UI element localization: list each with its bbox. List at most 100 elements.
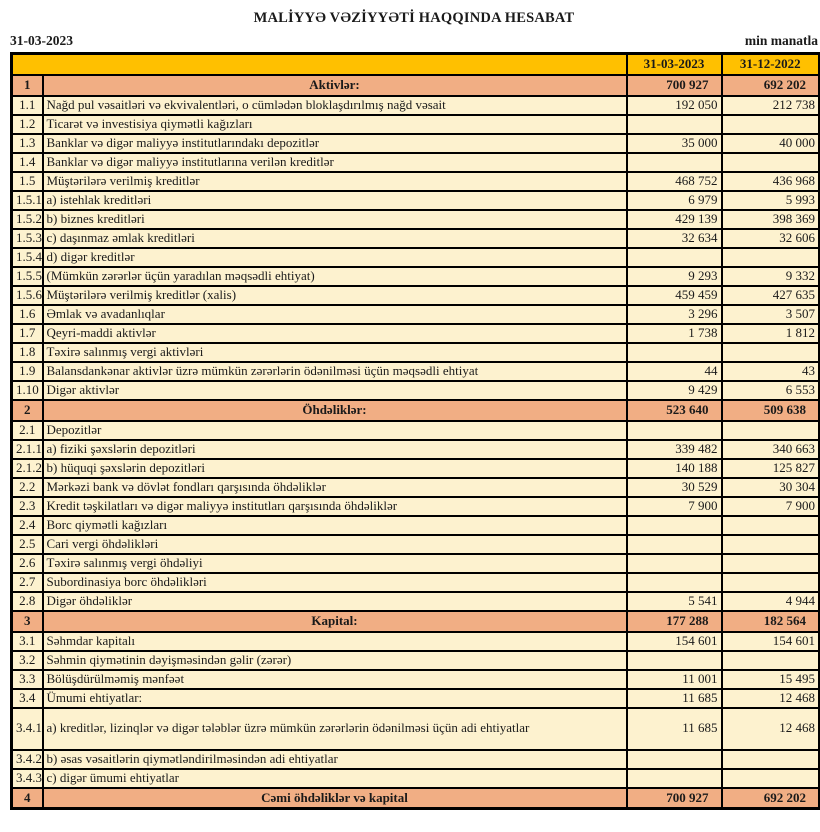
row-value-previous: 1 812	[720, 322, 820, 344]
row-number: 1.6	[10, 303, 44, 325]
row-label: Qeyri-maddi aktivlər	[41, 322, 628, 344]
row-value-previous	[720, 113, 820, 135]
row-number: 3.3	[10, 668, 44, 690]
row-value-current: 700 927	[625, 786, 723, 810]
row-value-previous	[720, 649, 820, 671]
row-number: 1.5.6	[10, 284, 44, 306]
row-number: 1.4	[10, 151, 44, 173]
row-value-current: 5 541	[625, 590, 723, 612]
row-number: 3.4.3	[10, 767, 44, 789]
row-label: Aktivlər:	[41, 73, 628, 97]
row-value-previous	[720, 552, 820, 574]
financial-report-page: MALİYYƏ VƏZİYYƏTİ HAQQINDA HESABAT 31-03…	[10, 10, 820, 810]
row-value-previous: 509 638	[720, 398, 820, 422]
row-number: 2.7	[10, 571, 44, 593]
table-row: 2.7 Subordinasiya borc öhdəlikləri	[10, 571, 820, 593]
table-row: 1.5.2 b) biznes kreditləri 429 139 398 369	[10, 208, 820, 230]
table-row: 3.4.2 b) əsas vəsaitlərin qiymətləndirilm…	[10, 748, 820, 770]
row-value-current	[625, 419, 723, 441]
row-value-current: 7 900	[625, 495, 723, 517]
table-row: 1.8 Təxirə salınmış vergi aktivləri	[10, 341, 820, 363]
row-value-current: 429 139	[625, 208, 723, 230]
row-value-previous	[720, 514, 820, 536]
row-number: 1.5.4	[10, 246, 44, 268]
row-label: b) hüquqi şəxslərin depozitləri	[41, 457, 628, 479]
row-label: Banklar və digər maliyyə institutlarına …	[41, 151, 628, 173]
row-value-previous: 3 507	[720, 303, 820, 325]
row-value-previous: 15 495	[720, 668, 820, 690]
row-value-current: 44	[625, 360, 723, 382]
row-number: 2.6	[10, 552, 44, 574]
row-value-current	[625, 151, 723, 173]
row-number: 4	[10, 786, 44, 810]
row-value-current: 177 288	[625, 609, 723, 633]
row-number: 1.7	[10, 322, 44, 344]
row-label: a) fiziki şəxslərin depozitləri	[41, 438, 628, 460]
row-number: 3.4.1	[10, 706, 44, 751]
row-label: Cəmi öhdəliklər və kapital	[41, 786, 628, 810]
row-label: c) daşınmaz əmlak kreditləri	[41, 227, 628, 249]
table-row: 3.1 Səhmdar kapitalı 154 601 154 601	[10, 630, 820, 652]
row-value-previous: 32 606	[720, 227, 820, 249]
table-body: 1 Aktivlər: 700 927 692 202 1.1 Nağd pul vəsa…	[10, 73, 820, 810]
row-value-previous	[720, 151, 820, 173]
row-value-current	[625, 571, 723, 593]
table-row: 3.2 Səhmin qiymətinin dəyişməsindən gəlir…	[10, 649, 820, 671]
row-label: d) digər kreditlər	[41, 246, 628, 268]
table-row: 3.4.3 c) digər ümumi ehtiyatlar	[10, 767, 820, 789]
row-label: Kapital:	[41, 609, 628, 633]
row-number: 3.4.2	[10, 748, 44, 770]
row-value-current: 1 738	[625, 322, 723, 344]
table-row: 4 Cəmi öhdəliklər və kapital 700 927 692 20…	[10, 786, 820, 810]
table-row: 1 Aktivlər: 700 927 692 202	[10, 73, 820, 97]
table-row: 2.1 Depozitlər	[10, 419, 820, 441]
table-row: 1.5.4 d) digər kreditlər	[10, 246, 820, 268]
report-title: MALİYYƏ VƏZİYYƏTİ HAQQINDA HESABAT	[253, 10, 575, 26]
row-label: Səhmdar kapitalı	[41, 630, 628, 652]
row-value-previous: 692 202	[720, 73, 820, 97]
row-label: Təxirə salınmış vergi öhdəliyi	[41, 552, 628, 574]
row-value-current: 11 001	[625, 668, 723, 690]
row-number: 1.10	[10, 379, 44, 401]
row-label: a) kreditlər, lizinqlər və digər tələblə…	[41, 706, 628, 751]
row-value-previous: 436 968	[720, 170, 820, 192]
row-value-current	[625, 341, 723, 363]
table-row: 2.3 Kredit təşkilatları və digər maliyyə …	[10, 495, 820, 517]
table-header-row: 31-03-2023 31-12-2022	[10, 52, 820, 76]
row-label: (Mümkün zərərlər üçün yaradılan məqsədli…	[41, 265, 628, 287]
row-label: Ümumi ehtiyatlar:	[41, 687, 628, 709]
table-row: 1.6 Əmlak və avadanlıqlar 3 296 3 507	[10, 303, 820, 325]
row-number: 1.5.3	[10, 227, 44, 249]
table-row: 3.4.1 a) kreditlər, lizinqlər və digər tə…	[10, 706, 820, 751]
table-row: 1.3 Banklar və digər maliyyə institutları…	[10, 132, 820, 154]
row-value-previous	[720, 767, 820, 789]
row-value-current: 9 293	[625, 265, 723, 287]
row-number: 2.8	[10, 590, 44, 612]
row-number: 2.4	[10, 514, 44, 536]
row-number: 3.2	[10, 649, 44, 671]
row-number: 1.8	[10, 341, 44, 363]
table-row: 3.3 Bölüşdürülməmiş mənfəət 11 001 15 495	[10, 668, 820, 690]
table-row: 1.9 Balansdankənar aktivlər üzrə mümkün z…	[10, 360, 820, 382]
row-number: 2.1.1	[10, 438, 44, 460]
row-number: 3.4	[10, 687, 44, 709]
row-value-previous: 154 601	[720, 630, 820, 652]
row-value-previous: 12 468	[720, 706, 820, 751]
row-value-current: 192 050	[625, 94, 723, 116]
table-row: 1.2 Ticarət və investisiya qiymətli kağız…	[10, 113, 820, 135]
row-number: 1	[10, 73, 44, 97]
row-value-current	[625, 552, 723, 574]
financial-position-table: 31-03-2023 31-12-2022 1 Aktivlər: 700 927 6…	[10, 52, 820, 810]
table-row: 1.5.6 Müştərilərə verilmiş kreditlər (xal…	[10, 284, 820, 306]
row-label: Digər öhdəliklər	[41, 590, 628, 612]
row-value-previous	[720, 246, 820, 268]
row-value-current	[625, 113, 723, 135]
row-value-previous	[720, 533, 820, 555]
row-value-current: 339 482	[625, 438, 723, 460]
row-label: Nağd pul vəsaitləri və ekvivalentləri, o…	[41, 94, 628, 116]
row-number: 1.1	[10, 94, 44, 116]
table-row: 1.5.5 (Mümkün zərərlər üçün yaradılan məq…	[10, 265, 820, 287]
row-label: b) biznes kreditləri	[41, 208, 628, 230]
row-label: Kredit təşkilatları və digər maliyyə ins…	[41, 495, 628, 517]
row-label: a) istehlak kreditləri	[41, 189, 628, 211]
